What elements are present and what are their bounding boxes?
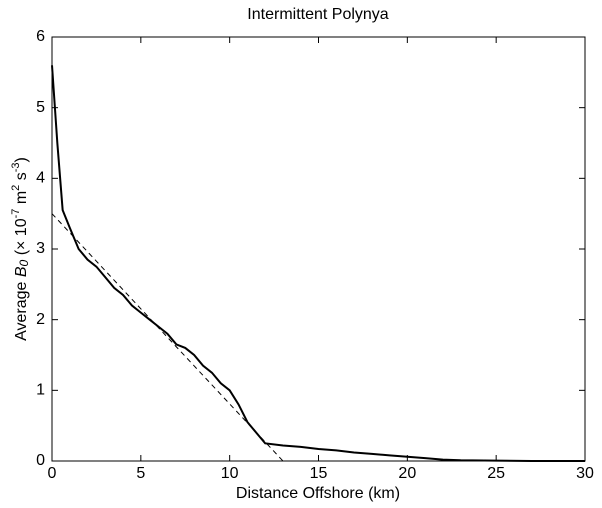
y-axis-label: Average B0 (× 10-7 m2 s-3) xyxy=(10,157,31,341)
x-tick-label: 5 xyxy=(136,465,145,482)
y-tick-label: 6 xyxy=(36,28,45,45)
y-tick-label: 2 xyxy=(36,311,45,328)
y-tick-label: 3 xyxy=(36,240,45,257)
y-axis-label-part: 0 xyxy=(17,259,31,266)
y-tick-label: 4 xyxy=(36,170,45,187)
y-axis-label-part: s xyxy=(13,172,30,184)
y-axis-label-part: m xyxy=(13,191,30,209)
x-tick-label: 0 xyxy=(48,465,57,482)
y-axis-label-part: -3 xyxy=(10,162,22,172)
y-tick-label: 0 xyxy=(36,452,45,469)
plot-frame xyxy=(51,36,586,462)
x-tick-label: 10 xyxy=(221,465,239,482)
x-axis-label: Distance Offshore (km) xyxy=(236,485,400,502)
y-tick-label: 1 xyxy=(36,382,45,399)
chart-title: Intermittent Polynya xyxy=(247,6,389,23)
y-axis-label-part: -7 xyxy=(10,209,22,219)
x-tick-label: 25 xyxy=(487,465,505,482)
y-axis-label-part: 2 xyxy=(10,185,22,191)
x-tick-label: 30 xyxy=(576,465,594,482)
y-axis-label-part: ) xyxy=(13,157,30,162)
y-axis-label-part: B xyxy=(13,266,30,277)
y-axis-label-part: Average xyxy=(13,277,30,341)
fit-line xyxy=(51,213,284,462)
y-tick-label: 5 xyxy=(36,99,45,116)
data-line xyxy=(51,65,585,462)
y-axis-label-part: (× 10 xyxy=(13,218,30,259)
x-tick-label: 15 xyxy=(310,465,328,482)
x-tick-label: 20 xyxy=(398,465,416,482)
